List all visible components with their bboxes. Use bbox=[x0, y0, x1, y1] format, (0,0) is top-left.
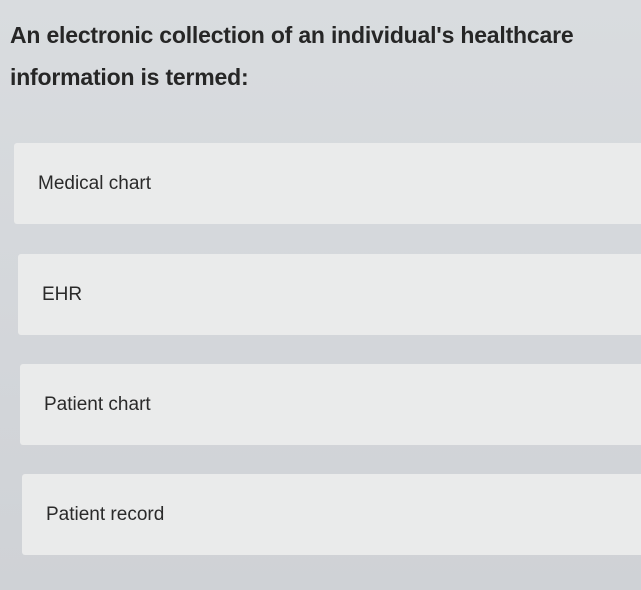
option-label: Patient record bbox=[46, 503, 165, 525]
option-label: Medical chart bbox=[38, 172, 151, 194]
option-label: EHR bbox=[42, 283, 83, 305]
option-label: Patient chart bbox=[44, 393, 151, 415]
question-text: An electronic collection of an individua… bbox=[10, 22, 574, 90]
option-ehr[interactable]: EHR bbox=[18, 254, 641, 335]
option-patient-record[interactable]: Patient record bbox=[22, 474, 641, 555]
option-patient-chart[interactable]: Patient chart bbox=[20, 364, 641, 445]
option-medical-chart[interactable]: Medical chart bbox=[14, 143, 641, 224]
